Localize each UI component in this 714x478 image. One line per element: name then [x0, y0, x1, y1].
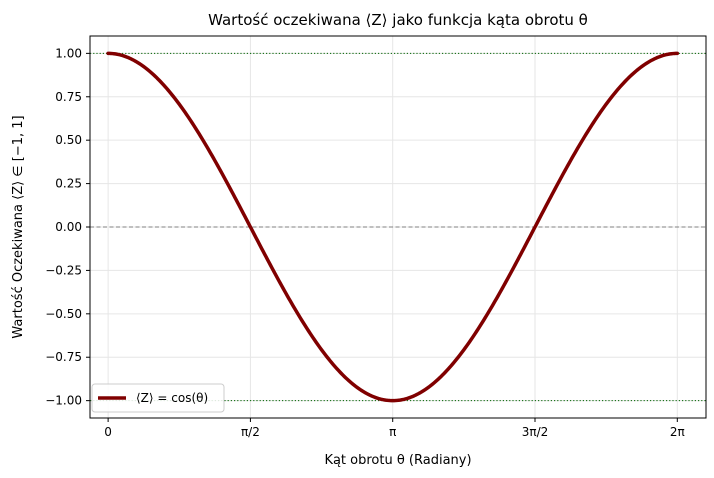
y-tick-label: 0.75	[55, 90, 82, 104]
x-tick-label: 0	[104, 425, 112, 439]
chart-title: Wartość oczekiwana ⟨Z⟩ jako funkcja kąta…	[208, 11, 588, 29]
legend-entry-label: ⟨Z⟩ = cos(θ)	[136, 391, 208, 405]
y-tick-label: 1.00	[55, 46, 82, 60]
series-group	[106, 51, 680, 403]
y-tick-label: −1.00	[45, 394, 82, 408]
y-tick-label: 0.50	[55, 133, 82, 147]
x-tick-label: 2π	[670, 425, 685, 439]
y-tick-label: −0.75	[45, 350, 82, 364]
series-line	[106, 51, 680, 403]
legend-box	[91, 383, 225, 413]
x-axis-label: Kąt obrotu θ (Radiany)	[324, 453, 471, 468]
x-axis-ticks: 0 π/2 π 3π/2 2π	[104, 418, 685, 439]
y-tick-label: 0.25	[55, 177, 82, 191]
y-tick-label: −0.50	[45, 307, 82, 321]
x-tick-label: π/2	[241, 425, 260, 439]
x-tick-label: π	[389, 425, 396, 439]
y-axis-ticks: 1.00 0.75 0.50 0.25 0.00 −0.25 −0.50 −0.75 −1.00	[45, 46, 90, 408]
legend: ⟨Z⟩ = cos(θ)	[91, 383, 225, 413]
y-tick-label: 0.00	[55, 220, 82, 234]
y-axis-label: Wartość Oczekiwana ⟨Z⟩ ∈ [−1, 1]	[11, 115, 26, 338]
x-tick-label: 3π/2	[522, 425, 549, 439]
y-tick-label: −0.25	[45, 263, 82, 277]
